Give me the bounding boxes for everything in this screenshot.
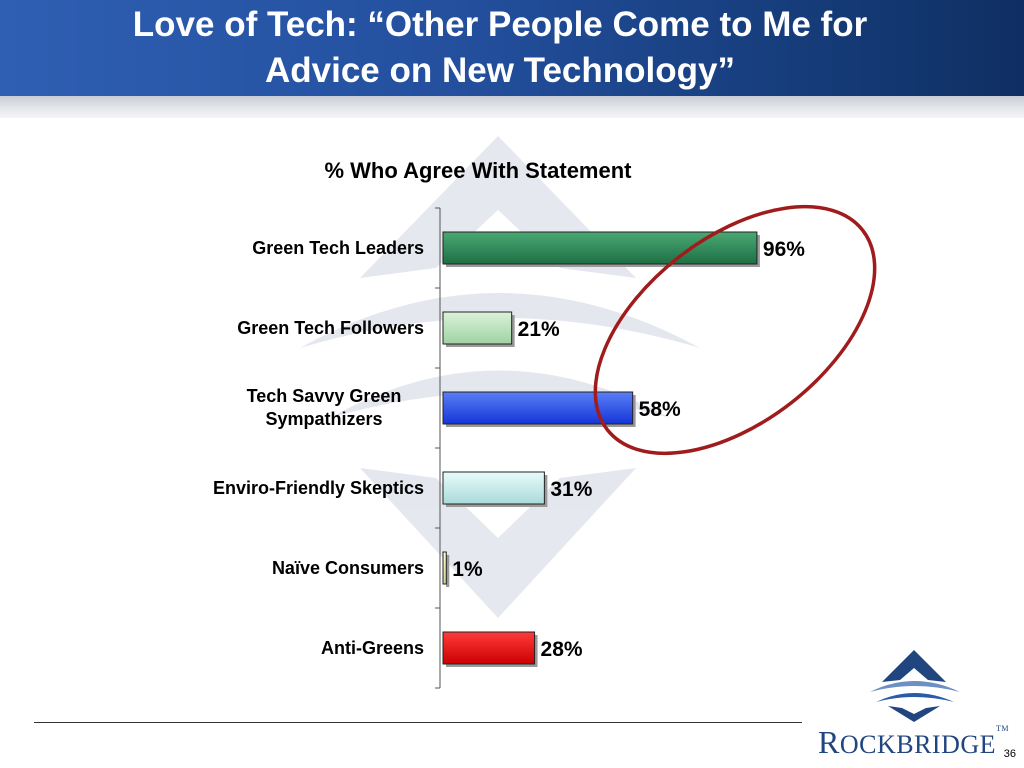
value-label-1: 21% [518,318,560,341]
bar-1 [442,311,513,345]
chart-title: % Who Agree With Statement [324,158,632,183]
bar-5 [442,631,536,665]
category-label-1: Green Tech Followers [237,318,424,338]
watermark-swoosh-2 [330,370,670,418]
header-divider-band [0,96,1024,118]
logo-wordmark: ROCKBRIDGETM [818,724,1010,760]
rockbridge-logo: ROCKBRIDGETM [818,648,1018,760]
bar-3 [442,471,545,505]
watermark-swoosh-1 [300,293,700,348]
category-label-0: Green Tech Leaders [252,238,424,258]
bar-shadow [446,555,450,587]
slide-title: Love of Tech: “Other People Come to Me f… [0,2,1000,94]
category-label-4: Naïve Consumers [272,558,424,578]
value-label-5: 28% [541,638,583,661]
value-label-4: 1% [452,558,483,581]
bar-4 [442,551,447,585]
logo-mark-icon [870,650,960,722]
watermark-reflection [360,468,636,618]
category-label-5: Anti-Greens [321,638,424,658]
category-labels: Green Tech Leaders Green Tech Followers Te… [213,238,424,658]
bar-2 [442,391,634,425]
highlight-ellipse [593,204,877,456]
page-number: 36 [1003,748,1016,760]
slide-title-line-1: Love of Tech: “Other People Come to Me f… [132,5,868,44]
category-label-2: Tech Savvy Green Sympathizers [247,386,402,429]
value-label-0: 96% [763,238,805,261]
value-label-2: 58% [639,398,681,421]
title-bar: Love of Tech: “Other People Come to Me f… [0,0,1024,96]
slide-title-line-2: Advice on New Technology” [265,51,735,90]
footer-divider [34,722,802,723]
bar-chart: Green Tech Leaders Green Tech Followers Te… [213,204,877,689]
category-axis [435,207,441,689]
bars [442,231,760,667]
value-label-3: 31% [550,478,592,501]
category-label-3: Enviro-Friendly Skeptics [213,478,424,498]
value-labels: 96% 21% 58% 31% 1% 28% [452,238,805,661]
